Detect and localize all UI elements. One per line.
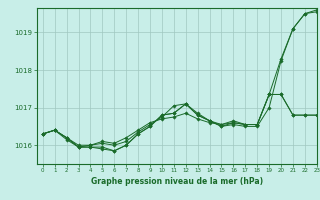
X-axis label: Graphe pression niveau de la mer (hPa): Graphe pression niveau de la mer (hPa) <box>91 177 263 186</box>
